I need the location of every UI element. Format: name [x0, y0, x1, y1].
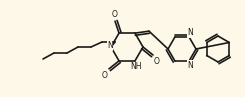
Text: N: N [187, 28, 193, 37]
Text: N: N [187, 61, 193, 70]
Text: O: O [154, 58, 160, 67]
Text: NH: NH [130, 62, 142, 71]
Text: N: N [107, 42, 113, 51]
Text: O: O [102, 71, 108, 80]
Text: O: O [112, 10, 118, 19]
